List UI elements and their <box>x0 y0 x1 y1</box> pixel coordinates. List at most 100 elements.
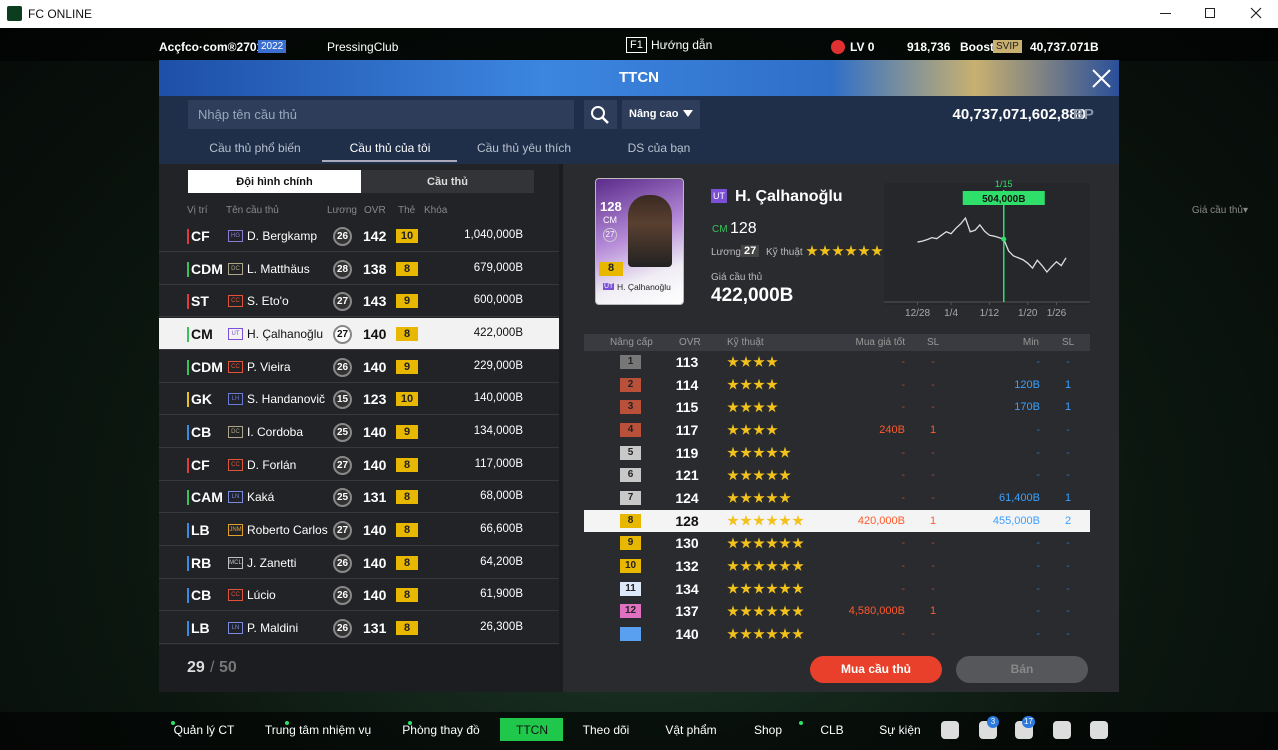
player-row[interactable]: CM UT H. Çalhanoğlu 27 140 8 422,000B <box>159 318 559 350</box>
nav-item[interactable]: Phòng thay đồ <box>402 723 480 737</box>
ovr: 140 <box>363 587 387 604</box>
star <box>727 424 739 435</box>
upgrade-row[interactable]: 5 119 - - - - <box>584 442 1090 464</box>
position-bar <box>187 588 189 604</box>
tab[interactable]: Cầu thủ yêu thích <box>476 141 572 155</box>
best-buy-qty: - <box>931 628 935 641</box>
price: 61,900B <box>480 588 523 601</box>
maximize[interactable] <box>1205 8 1215 18</box>
star <box>727 605 739 617</box>
upgrade-row[interactable]: 7 124 - - 61,400B 1 <box>584 487 1090 509</box>
upgrade-level: 10 <box>620 559 641 574</box>
upgrade-ovr: 115 <box>675 399 699 416</box>
sell-button[interactable]: Bán <box>956 656 1088 683</box>
subtab-label[interactable]: Đội hình chính <box>236 176 313 188</box>
upgrade-row[interactable]: 8 128 420,000B 1 455,000B 2 <box>584 509 1090 532</box>
dropdown-arrow <box>683 110 693 117</box>
min-price: 170B <box>1014 401 1040 414</box>
min-price: 120B <box>1014 378 1040 391</box>
nav-item[interactable]: Shop <box>753 723 783 737</box>
star <box>740 401 752 413</box>
position: CF <box>191 456 210 473</box>
upgrade-row[interactable]: 11 134 - - - - <box>584 578 1090 600</box>
upgrade-row[interactable]: 140 - - - - <box>584 623 1090 645</box>
season-tag: CC <box>228 458 243 471</box>
subtab[interactable] <box>361 170 534 193</box>
tab[interactable]: DS của bạn <box>627 141 691 155</box>
player-row[interactable]: GK LH S. Handanovič 15 123 10 140,000B <box>159 383 559 416</box>
player-row[interactable]: CAM LN Kaká 25 131 8 68,000B <box>159 481 559 514</box>
nav-item[interactable]: CLB <box>820 723 844 737</box>
advanced-label[interactable]: Nâng cao <box>629 108 679 120</box>
minimize[interactable] <box>1160 13 1171 14</box>
player-row[interactable]: CB CC Lúcio 26 140 8 61,900B <box>159 579 559 612</box>
nav-icon[interactable] <box>1090 721 1108 739</box>
min-qty: - <box>1066 560 1070 573</box>
close-panel[interactable] <box>1092 69 1111 88</box>
subtab[interactable] <box>188 170 361 193</box>
search-box[interactable] <box>188 100 574 129</box>
player-row[interactable]: LB LN P. Maldini 26 131 8 26,300B <box>159 612 559 645</box>
price: 140,000B <box>473 392 523 405</box>
player-row[interactable]: RB MCL J. Zanetti 26 140 8 64,200B <box>159 547 559 579</box>
nav-icon[interactable] <box>1053 721 1071 739</box>
season-tag: JNM <box>228 524 243 537</box>
star <box>871 245 883 256</box>
ovr: 143 <box>363 293 387 310</box>
subtab-label[interactable]: Cầu thủ <box>427 176 468 188</box>
upgrade-row[interactable]: 3 115 - - 170B 1 <box>584 396 1090 418</box>
nav-item[interactable]: Sự kiện <box>879 723 921 737</box>
star <box>766 628 778 639</box>
player-row[interactable]: CF HG D. Bergkamp 26 142 10 1,040,000B <box>159 220 559 252</box>
position-bar <box>187 523 189 539</box>
star <box>727 514 739 526</box>
grade: 9 <box>396 425 418 440</box>
star <box>766 356 778 367</box>
player-row[interactable]: CF CC D. Forlán 27 140 8 117,000B <box>159 449 559 481</box>
search-placeholder[interactable]: Nhập tên cầu thủ <box>198 107 298 122</box>
upgrade-row[interactable]: 12 137 4,580,000B 1 - - <box>584 600 1090 622</box>
player-row[interactable]: ST CC S. Eto'o 27 143 9 600,000B <box>159 285 559 318</box>
star <box>740 514 752 526</box>
list-header: Thẻ <box>398 205 416 216</box>
player-name: D. Forlán <box>247 457 297 472</box>
nav-icon[interactable] <box>941 721 959 739</box>
season-tag: LN <box>228 491 243 504</box>
position: GK <box>191 391 212 408</box>
detail-price: 422,000B <box>711 285 794 306</box>
ovr: 131 <box>363 620 387 637</box>
upgrade-row[interactable]: 4 117 240B 1 - - <box>584 419 1090 441</box>
nav-item[interactable]: Vật phẩm <box>665 723 717 737</box>
search-button[interactable] <box>584 100 617 129</box>
upgrade-header: SL <box>1062 337 1075 348</box>
nav-active-bg <box>500 718 563 741</box>
upgrade-row[interactable]: 2 114 - - 120B 1 <box>584 374 1090 396</box>
upgrade-row[interactable]: 1 113 - - - - <box>584 351 1090 373</box>
marker-point <box>1001 236 1007 242</box>
buy-button[interactable]: Mua cầu thủ <box>810 656 942 683</box>
player-row[interactable]: CDM DC L. Matthäus 28 138 8 679,000B <box>159 253 559 285</box>
player-row[interactable]: LB JNM Roberto Carlos 27 140 8 66,600B <box>159 514 559 547</box>
upgrade-stars <box>727 356 807 368</box>
card-face <box>628 195 672 267</box>
position-bar <box>187 392 189 408</box>
upgrade-stars <box>727 378 807 391</box>
player-row[interactable]: CB DC I. Cordoba 25 140 9 134,000B <box>159 416 559 449</box>
star <box>727 560 739 571</box>
close-window[interactable] <box>1250 7 1262 19</box>
tab[interactable]: Cầu thủ của tôi <box>349 141 431 155</box>
player-row[interactable]: CDM CC P. Vieira 26 140 9 229,000B <box>159 351 559 383</box>
nav-item[interactable]: TTCN <box>516 723 548 737</box>
nav-dot <box>799 721 803 725</box>
tab[interactable]: Cầu thủ phổ biến <box>209 141 301 155</box>
upgrade-row[interactable]: 9 130 - - - - <box>584 532 1090 554</box>
nav-item[interactable]: Theo dõi <box>582 723 630 737</box>
upgrade-row[interactable]: 10 132 - - - - <box>584 555 1090 577</box>
card-ovr: 128 <box>600 199 622 214</box>
upgrade-row[interactable]: 6 121 - - - - <box>584 464 1090 486</box>
upgrade-stars <box>727 582 807 595</box>
nav-item[interactable]: Quản lý CT <box>173 723 235 737</box>
star <box>727 628 739 639</box>
player-name: J. Zanetti <box>247 555 297 570</box>
nav-item[interactable]: Trung tâm nhiệm vụ <box>264 723 372 737</box>
